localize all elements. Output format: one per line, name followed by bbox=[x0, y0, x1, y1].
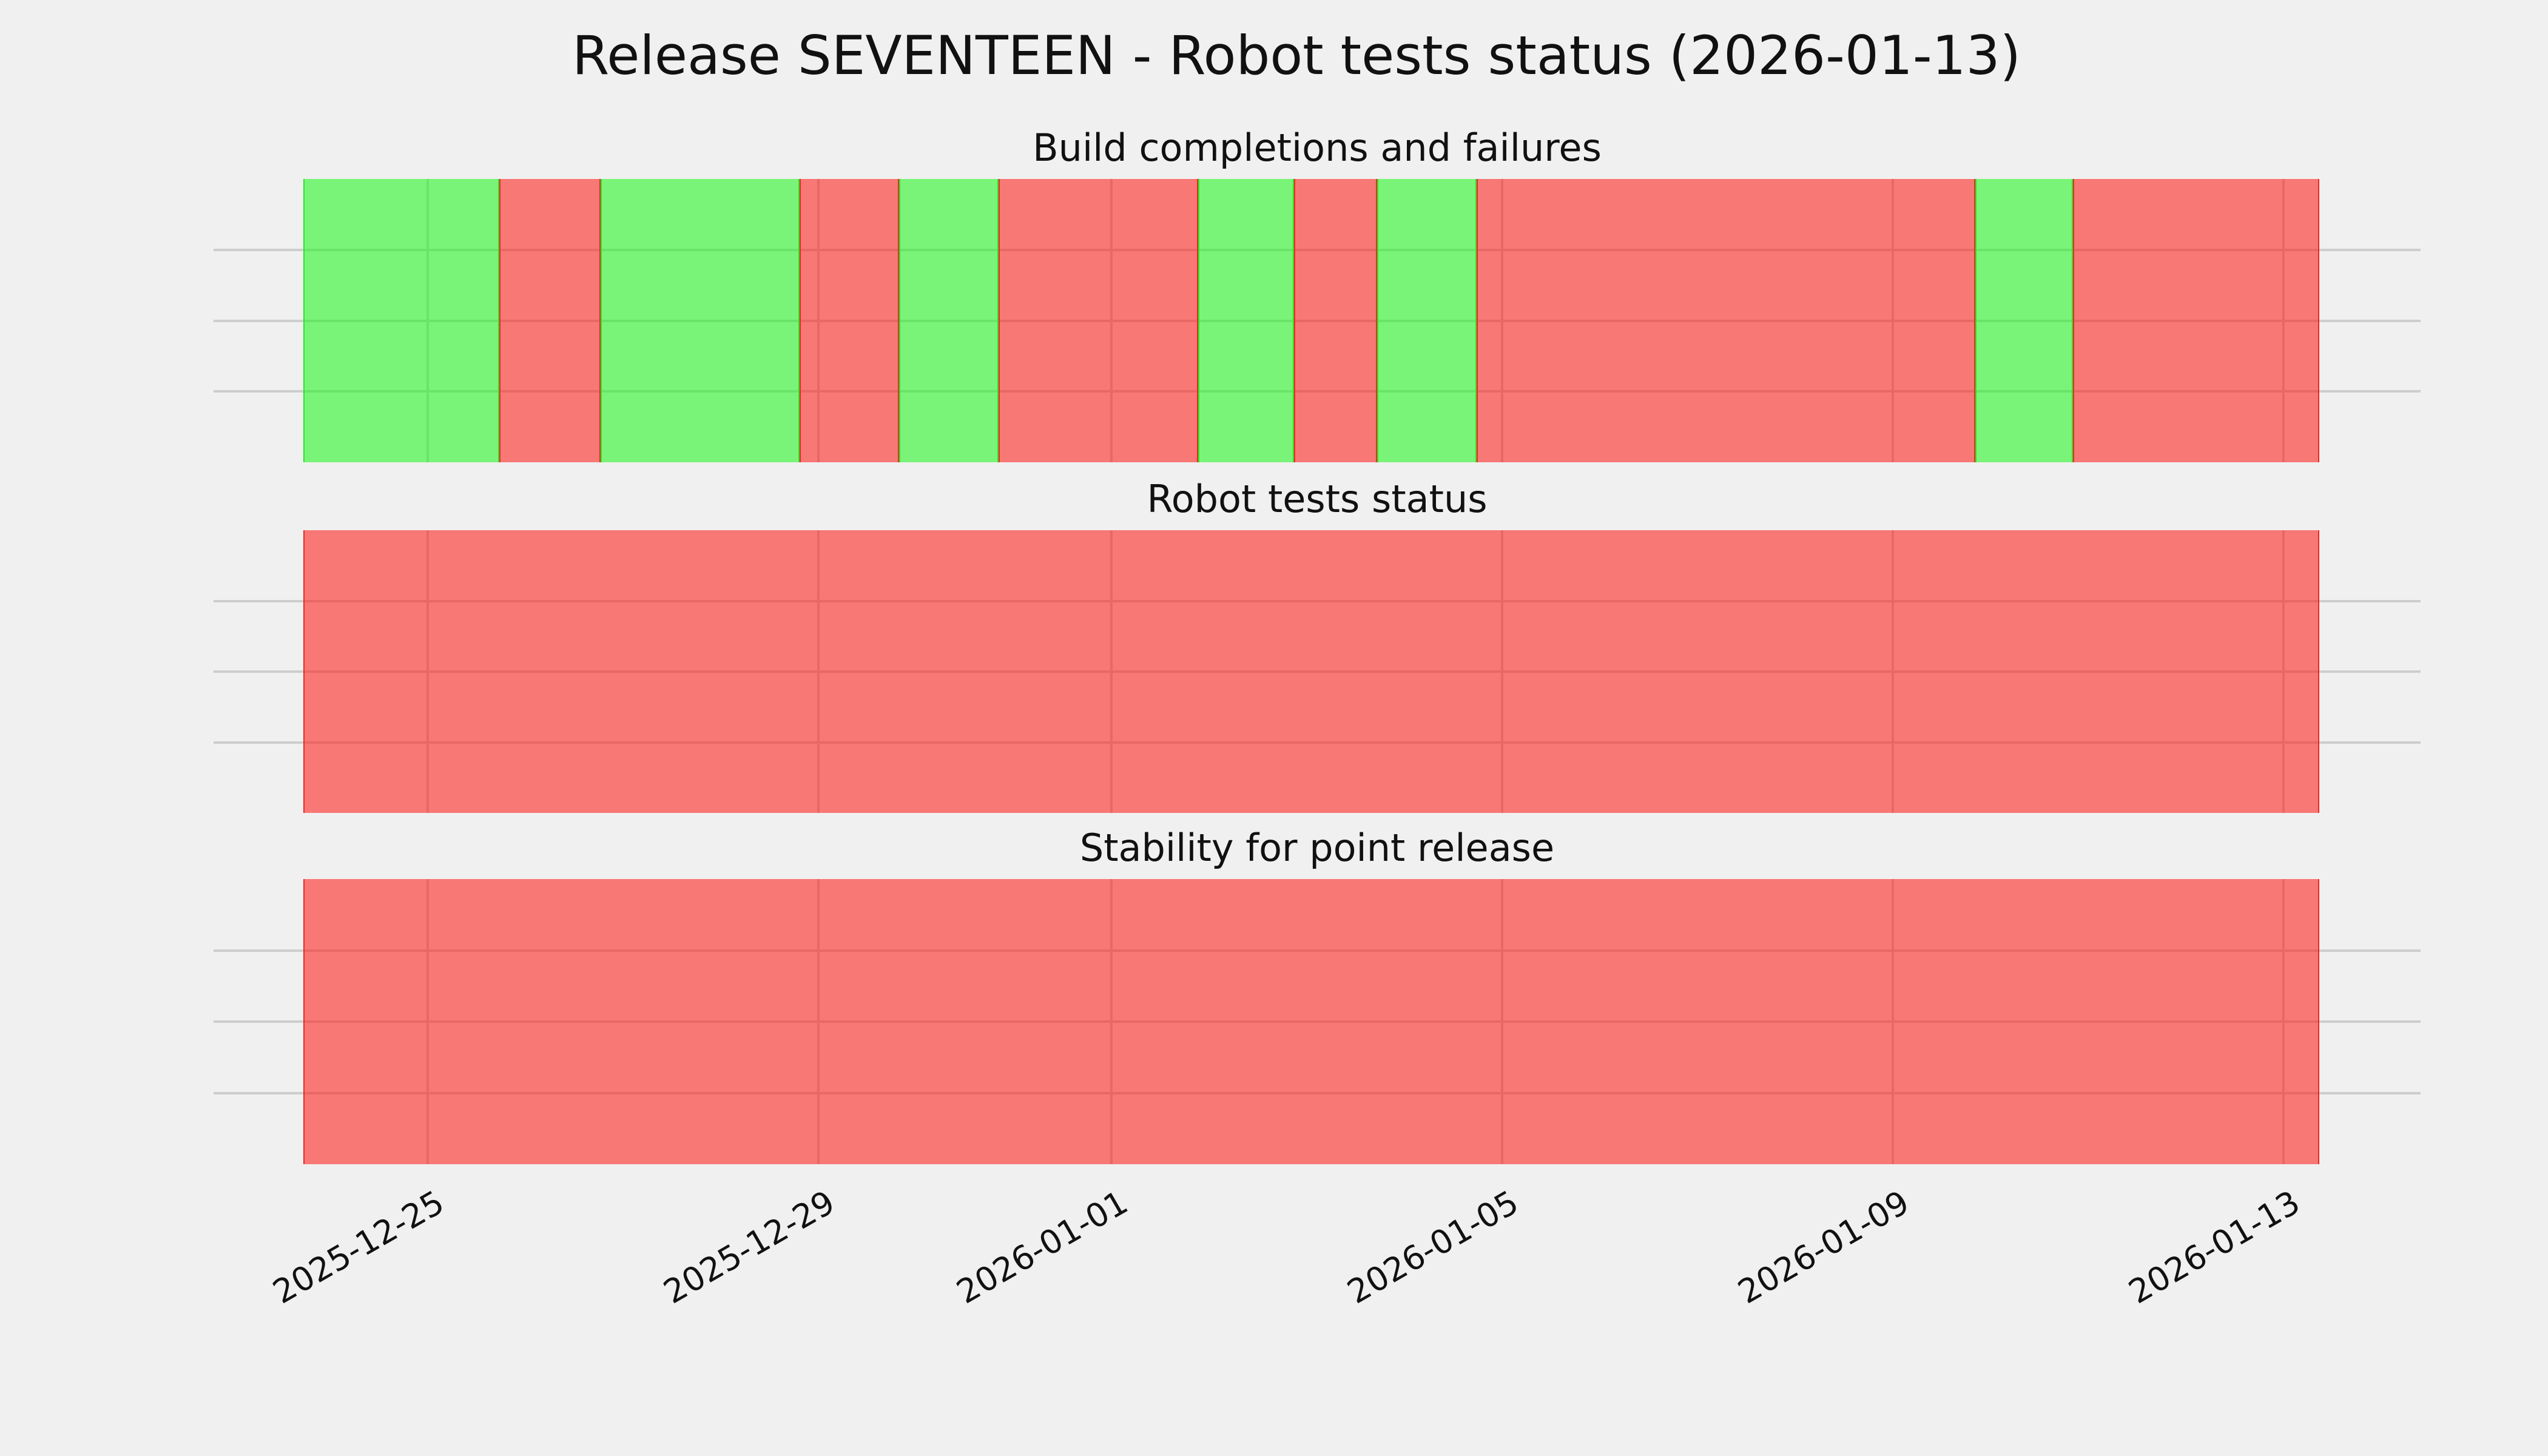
status-panel bbox=[214, 179, 2421, 462]
status-segment-pass bbox=[601, 179, 800, 462]
status-segment-fail bbox=[1293, 179, 1377, 462]
status-span-region bbox=[303, 179, 2319, 462]
status-segment-fail bbox=[1476, 179, 1976, 462]
status-panel bbox=[214, 879, 2421, 1164]
x-tick-label: 2026-01-13 bbox=[2122, 1183, 2307, 1312]
status-segment-fail bbox=[303, 879, 2319, 1164]
status-segment-pass bbox=[898, 179, 999, 462]
status-span-region bbox=[303, 879, 2319, 1164]
panel-subtitle: Robot tests status bbox=[1147, 477, 1488, 521]
x-tick-label: 2026-01-01 bbox=[950, 1183, 1134, 1312]
status-segment-pass bbox=[1198, 179, 1294, 462]
status-segment-fail bbox=[499, 179, 601, 462]
status-segment-pass bbox=[1377, 179, 1477, 462]
x-tick-label: 2025-12-25 bbox=[266, 1183, 451, 1312]
x-tick-label: 2026-01-05 bbox=[1341, 1183, 1525, 1312]
chart-title: Release SEVENTEEN - Robot tests status (… bbox=[572, 24, 2021, 87]
status-segment-pass bbox=[303, 179, 499, 462]
status-segment-fail bbox=[2072, 179, 2319, 462]
status-segment-fail bbox=[303, 530, 2319, 813]
panel-subtitle: Build completions and failures bbox=[1033, 126, 1602, 170]
status-segment-fail bbox=[999, 179, 1199, 462]
panel-subtitle: Stability for point release bbox=[1079, 826, 1555, 870]
status-span-region bbox=[303, 530, 2319, 813]
status-panel bbox=[214, 530, 2421, 813]
status-segment-fail bbox=[800, 179, 899, 462]
x-tick-label: 2025-12-29 bbox=[657, 1183, 841, 1312]
x-tick-label: 2026-01-09 bbox=[1731, 1183, 1916, 1312]
status-segment-pass bbox=[1975, 179, 2073, 462]
